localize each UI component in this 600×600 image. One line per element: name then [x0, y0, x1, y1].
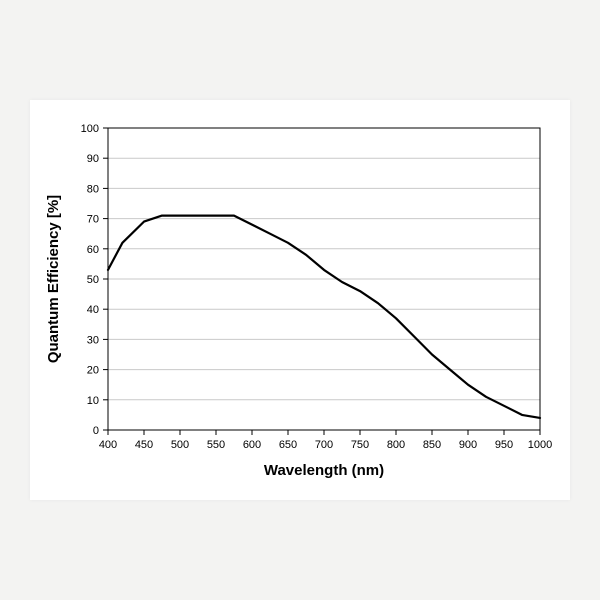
- y-tick-label: 40: [87, 304, 99, 316]
- y-tick-label: 0: [93, 425, 99, 437]
- x-tick-label: 1000: [528, 439, 552, 451]
- x-tick-label: 450: [135, 439, 153, 451]
- x-tick-label: 600: [243, 439, 261, 451]
- x-axis-label: Wavelength (nm): [264, 462, 384, 479]
- y-tick-label: 20: [87, 365, 99, 377]
- x-tick-label: 650: [279, 439, 297, 451]
- x-tick-label: 900: [459, 439, 477, 451]
- x-tick-label: 850: [423, 439, 441, 451]
- qe-curve: [108, 216, 540, 418]
- y-tick-label: 10: [87, 395, 99, 407]
- x-tick-label: 750: [351, 439, 369, 451]
- y-axis-label: Quantum Efficiency [%]: [45, 195, 62, 363]
- y-tick-label: 90: [87, 153, 99, 165]
- x-tick-label: 500: [171, 439, 189, 451]
- page-background: 4004505005506006507007508008509009501000…: [0, 0, 600, 600]
- y-tick-label: 50: [87, 274, 99, 286]
- qe-chart: 4004505005506006507007508008509009501000…: [30, 100, 570, 500]
- x-tick-label: 400: [99, 439, 117, 451]
- x-tick-label: 700: [315, 439, 333, 451]
- y-tick-label: 60: [87, 244, 99, 256]
- x-tick-label: 950: [495, 439, 513, 451]
- chart-panel: 4004505005506006507007508008509009501000…: [30, 100, 570, 500]
- y-tick-label: 70: [87, 214, 99, 226]
- x-tick-label: 800: [387, 439, 405, 451]
- x-tick-label: 550: [207, 439, 225, 451]
- y-tick-label: 100: [81, 123, 99, 135]
- y-tick-label: 30: [87, 334, 99, 346]
- y-tick-label: 80: [87, 183, 99, 195]
